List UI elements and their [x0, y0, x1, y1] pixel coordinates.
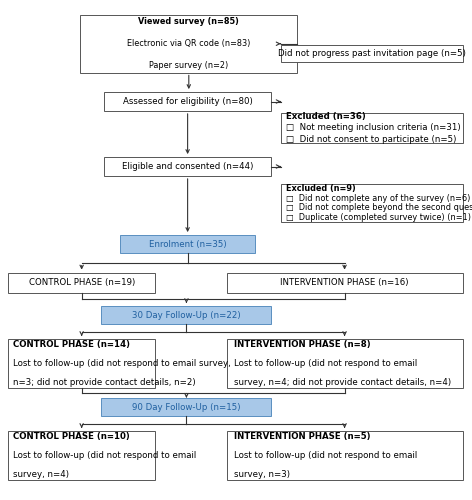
- Text: Eligible and consented (n=44): Eligible and consented (n=44): [122, 162, 253, 171]
- FancyBboxPatch shape: [227, 431, 463, 480]
- Text: □  Duplicate (completed survey twice) (n=1): □ Duplicate (completed survey twice) (n=…: [287, 213, 471, 222]
- Text: Enrolment (n=35): Enrolment (n=35): [149, 240, 227, 248]
- FancyBboxPatch shape: [8, 431, 155, 480]
- FancyBboxPatch shape: [120, 235, 255, 253]
- FancyBboxPatch shape: [101, 398, 271, 416]
- FancyBboxPatch shape: [104, 157, 271, 176]
- Text: □  Not meeting inclusion criteria (n=31): □ Not meeting inclusion criteria (n=31): [287, 124, 461, 132]
- Text: Lost to follow-up (did not respond to email: Lost to follow-up (did not respond to em…: [13, 451, 196, 460]
- Text: n=3; did not provide contact details, n=2): n=3; did not provide contact details, n=…: [13, 378, 195, 386]
- Text: INTERVENTION PHASE (n=5): INTERVENTION PHASE (n=5): [234, 432, 370, 442]
- Text: □  Did not complete any of the survey (n=6): □ Did not complete any of the survey (n=…: [287, 194, 471, 202]
- Text: 90 Day Follow-Up (n=15): 90 Day Follow-Up (n=15): [132, 402, 241, 411]
- Text: survey, n=3): survey, n=3): [234, 470, 290, 478]
- Text: INTERVENTION PHASE (n=8): INTERVENTION PHASE (n=8): [234, 340, 370, 349]
- Text: Lost to follow-up (did not respond to email: Lost to follow-up (did not respond to em…: [234, 359, 417, 368]
- Text: Lost to follow-up (did not respond to email: Lost to follow-up (did not respond to em…: [234, 451, 417, 460]
- Text: INTERVENTION PHASE (n=16): INTERVENTION PHASE (n=16): [280, 278, 409, 287]
- FancyBboxPatch shape: [281, 113, 463, 143]
- Text: Paper survey (n=2): Paper survey (n=2): [149, 61, 228, 70]
- Text: 30 Day Follow-Up (n=22): 30 Day Follow-Up (n=22): [132, 310, 241, 320]
- Text: CONTROL PHASE (n=14): CONTROL PHASE (n=14): [13, 340, 130, 349]
- Text: Excluded (n=9): Excluded (n=9): [287, 184, 356, 193]
- FancyBboxPatch shape: [8, 339, 155, 388]
- Text: Excluded (n=36): Excluded (n=36): [287, 112, 366, 121]
- FancyBboxPatch shape: [227, 272, 463, 292]
- Text: □  Did not consent to participate (n=5): □ Did not consent to participate (n=5): [287, 135, 457, 144]
- FancyBboxPatch shape: [281, 184, 463, 222]
- Text: survey, n=4): survey, n=4): [13, 470, 69, 478]
- Text: Viewed survey (n=85): Viewed survey (n=85): [138, 18, 239, 26]
- Text: CONTROL PHASE (n=10): CONTROL PHASE (n=10): [13, 432, 130, 442]
- Text: Assessed for eligibility (n=80): Assessed for eligibility (n=80): [123, 97, 253, 106]
- Text: survey, n=4; did not provide contact details, n=4): survey, n=4; did not provide contact det…: [234, 378, 451, 386]
- FancyBboxPatch shape: [281, 45, 463, 62]
- FancyBboxPatch shape: [80, 15, 297, 72]
- Text: Lost to follow-up (did not respond to email survey,: Lost to follow-up (did not respond to em…: [13, 359, 231, 368]
- Text: CONTROL PHASE (n=19): CONTROL PHASE (n=19): [28, 278, 135, 287]
- Text: Did not progress past invitation page (n=5): Did not progress past invitation page (n…: [278, 49, 466, 58]
- Text: □  Did not complete beyond the second question (n=2): □ Did not complete beyond the second que…: [287, 204, 472, 212]
- FancyBboxPatch shape: [8, 272, 155, 292]
- FancyBboxPatch shape: [101, 306, 271, 324]
- FancyBboxPatch shape: [104, 92, 271, 111]
- FancyBboxPatch shape: [227, 339, 463, 388]
- Text: Electronic via QR code (n=83): Electronic via QR code (n=83): [127, 40, 251, 48]
